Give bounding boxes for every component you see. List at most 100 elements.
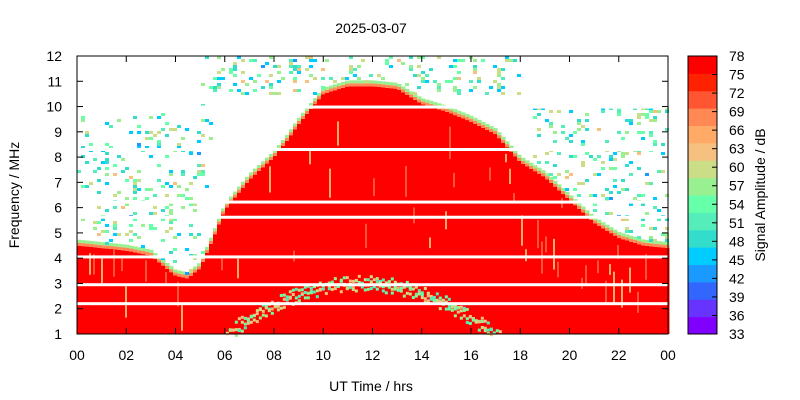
noise-speckle	[113, 227, 117, 230]
saturated-column	[109, 249, 114, 334]
saturated-column	[125, 250, 130, 334]
noise-speckle	[637, 167, 641, 170]
fringe-cell	[377, 83, 382, 87]
noise-speckle	[549, 122, 553, 125]
noise-speckle	[641, 194, 645, 197]
saturated-column	[385, 87, 390, 334]
arc-speckle	[435, 298, 439, 302]
noise-speckle	[237, 89, 241, 92]
saturated-column	[153, 259, 158, 334]
noise-speckle	[417, 65, 421, 68]
saturated-column	[561, 194, 566, 334]
x-tick-label: 00	[660, 347, 676, 363]
core-speckle	[113, 249, 115, 277]
noise-speckle	[329, 77, 333, 80]
core-speckle	[557, 261, 559, 278]
noise-speckle	[641, 218, 645, 221]
noise-speckle	[133, 182, 137, 185]
fringe-cell	[541, 173, 546, 177]
saturated-column	[157, 262, 162, 334]
core-speckle	[585, 265, 587, 286]
fringe-cell	[621, 233, 626, 237]
fringe-cell	[513, 150, 518, 154]
noise-speckle	[361, 59, 365, 62]
gap-line	[77, 255, 668, 259]
arc-speckle	[414, 294, 418, 298]
saturated-column	[477, 125, 482, 335]
fringe-cell	[193, 266, 198, 270]
noise-speckle	[97, 179, 101, 182]
colorbar-tick-label: 75	[729, 67, 745, 83]
arc-speckle	[228, 328, 232, 332]
gap-line	[77, 302, 668, 306]
arc-speckle	[300, 288, 304, 292]
core-speckle	[645, 253, 647, 280]
fringe-cell	[393, 82, 398, 86]
fringe-cell	[569, 198, 574, 202]
noise-speckle	[233, 68, 237, 71]
noise-speckle	[85, 185, 89, 188]
noise-speckle	[105, 242, 109, 245]
noise-speckle	[161, 257, 165, 260]
fringe-cell	[389, 85, 394, 89]
fringe-cell	[117, 246, 122, 250]
arc-speckle	[252, 318, 256, 322]
noise-speckle	[141, 245, 145, 248]
colorbar: 33 36 39 42 45 48 51 54 57 60 63 66 69 72 75 78	[687, 48, 745, 342]
fringe-cell	[209, 237, 214, 241]
fringe-cell	[449, 107, 454, 111]
fringe-cell	[133, 249, 138, 253]
fringe-cell	[261, 164, 266, 168]
fringe-cell	[629, 235, 634, 239]
fringe-cell	[553, 183, 558, 187]
fringe-cell	[293, 123, 298, 127]
x-tick-label: 00	[69, 347, 85, 363]
saturated-column	[177, 276, 182, 334]
noise-speckle	[665, 194, 669, 197]
noise-speckle	[469, 89, 473, 92]
noise-speckle	[625, 218, 629, 221]
saturated-column	[573, 205, 578, 334]
saturated-column	[641, 245, 646, 334]
saturated-column	[273, 155, 278, 334]
fringe-cell	[81, 240, 86, 244]
fringe-cell	[261, 161, 266, 165]
fringe-cell	[89, 240, 94, 244]
arc-speckle	[342, 276, 346, 280]
arc-speckle	[321, 287, 325, 291]
noise-speckle	[113, 206, 117, 209]
noise-speckle	[569, 110, 573, 113]
saturated-column	[425, 105, 430, 334]
noise-speckle	[189, 197, 193, 200]
noise-speckle	[421, 80, 425, 83]
fringe-cell	[593, 220, 598, 224]
fringe-cell	[653, 240, 658, 244]
noise-speckle	[321, 77, 325, 80]
fringe-cell	[413, 96, 418, 100]
saturated-column	[121, 250, 126, 334]
noise-speckle	[289, 62, 293, 65]
noise-speckle	[173, 248, 177, 251]
noise-speckle	[385, 62, 389, 65]
noise-speckle	[649, 134, 653, 137]
noise-speckle	[421, 56, 425, 59]
noise-speckle	[397, 59, 401, 62]
noise-speckle	[593, 194, 597, 197]
noise-speckle	[481, 59, 485, 62]
arc-speckle	[474, 320, 478, 324]
noise-speckle	[501, 86, 505, 89]
fringe-cell	[109, 246, 114, 250]
saturated-column	[409, 97, 414, 334]
gap-line	[77, 215, 668, 219]
saturated-column	[353, 86, 358, 334]
noise-speckle	[125, 197, 129, 200]
noise-speckle	[149, 212, 153, 215]
noise-speckle	[237, 56, 241, 59]
noise-speckle	[585, 113, 589, 116]
saturated-column	[489, 131, 494, 334]
noise-speckle	[165, 155, 169, 158]
arc-speckle	[291, 292, 295, 296]
saturated-column	[529, 168, 534, 334]
fringe-cell	[389, 82, 394, 86]
fringe-cell	[533, 168, 538, 172]
